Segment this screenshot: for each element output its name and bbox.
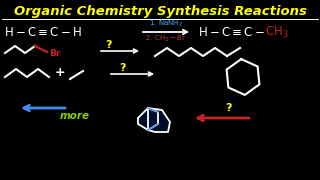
Polygon shape [138, 108, 158, 130]
Text: ?: ? [105, 40, 111, 50]
Text: $\mathsf{1.\,NaNH_2}$: $\mathsf{1.\,NaNH_2}$ [149, 19, 183, 29]
Text: more: more [60, 111, 90, 121]
Text: $\mathsf{2.\,CH_3-Br}$: $\mathsf{2.\,CH_3-Br}$ [146, 34, 187, 44]
Text: +: + [55, 66, 65, 80]
Text: ?: ? [225, 103, 231, 113]
Text: $\mathsf{H-C{\equiv}C-}$: $\mathsf{H-C{\equiv}C-}$ [198, 26, 265, 39]
Text: $\mathsf{H-C{\equiv}C-H}$: $\mathsf{H-C{\equiv}C-H}$ [4, 26, 82, 39]
Text: Organic Chemistry Synthesis Reactions: Organic Chemistry Synthesis Reactions [13, 5, 307, 18]
Text: $\mathsf{CH_3}$: $\mathsf{CH_3}$ [265, 24, 289, 40]
Polygon shape [148, 108, 170, 132]
Text: ?: ? [119, 63, 125, 73]
Text: Br: Br [49, 48, 60, 57]
